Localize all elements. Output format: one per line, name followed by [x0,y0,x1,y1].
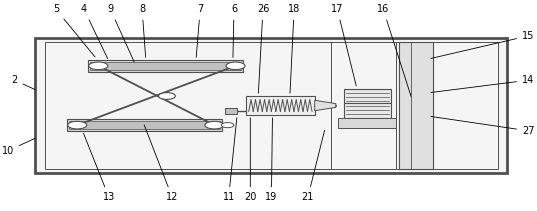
Text: 17: 17 [331,4,356,86]
Circle shape [89,62,108,70]
Circle shape [158,93,176,99]
Circle shape [226,62,245,70]
Bar [344,89,391,118]
Bar [90,62,241,70]
Circle shape [68,121,87,129]
Bar [35,38,507,173]
Text: 27: 27 [431,116,534,136]
Text: 19: 19 [265,118,278,202]
Text: 6: 6 [231,4,237,57]
Text: 12: 12 [144,125,178,202]
Text: 11: 11 [222,118,237,202]
Bar [88,60,243,72]
Text: 14: 14 [431,75,534,92]
Text: 20: 20 [244,118,257,202]
Polygon shape [315,100,336,111]
Text: 7: 7 [196,4,204,57]
Bar [246,96,315,115]
Text: 13: 13 [84,133,115,202]
Bar [338,118,396,128]
Bar [45,42,498,169]
Text: 26: 26 [257,4,269,93]
Text: 8: 8 [139,4,146,57]
Text: 16: 16 [377,4,411,97]
Text: 5: 5 [53,4,95,57]
Bar [67,119,222,131]
Circle shape [205,121,224,129]
Bar [225,108,237,114]
Text: 9: 9 [107,4,134,62]
Text: 15: 15 [431,31,534,58]
Text: 4: 4 [81,4,108,59]
Text: 21: 21 [302,130,324,202]
Bar [399,42,433,169]
Text: 18: 18 [288,4,300,93]
Bar [69,121,220,129]
Text: 10: 10 [2,138,35,156]
Circle shape [221,123,234,128]
Text: 2: 2 [11,75,35,90]
